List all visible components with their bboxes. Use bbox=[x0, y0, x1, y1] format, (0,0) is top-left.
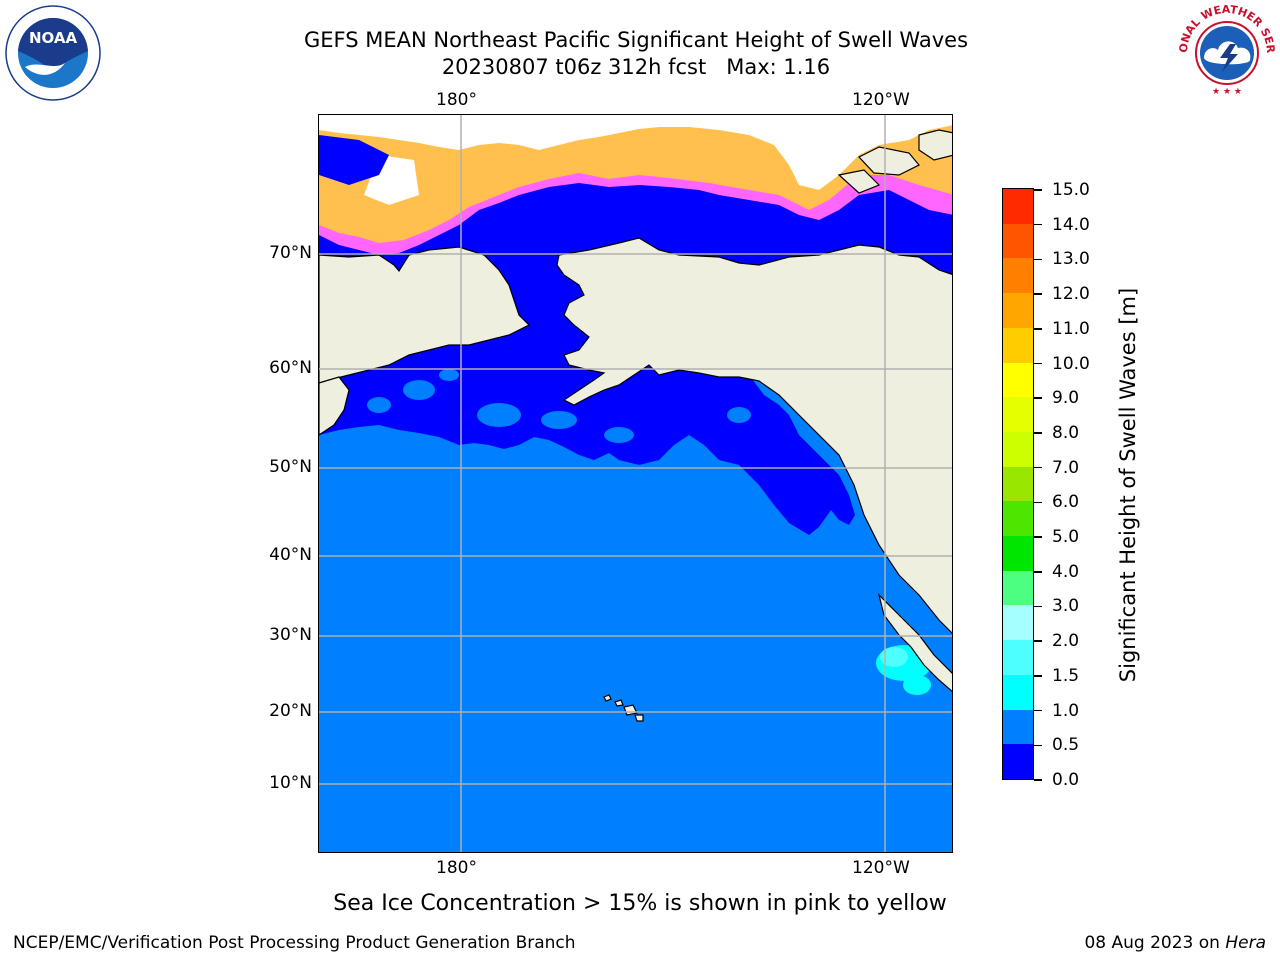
colorbar-tick-label: 9.0 bbox=[1052, 388, 1080, 409]
land bbox=[319, 129, 952, 722]
lon-label-top-180: 180° bbox=[436, 90, 477, 110]
colorbar-tick-label: 3.0 bbox=[1052, 596, 1080, 617]
colorbar-tick-label: 14.0 bbox=[1052, 214, 1090, 235]
lat-label-50n: 50°N bbox=[269, 457, 312, 477]
colorbar-tick bbox=[1034, 675, 1042, 677]
chart-subtitle: 20230807 t06z 312h fcst Max: 1.16 bbox=[441, 55, 831, 79]
colorbar-tick-label: 7.0 bbox=[1052, 457, 1080, 478]
footer-host: Hera bbox=[1225, 933, 1266, 953]
svg-text:★ ★ ★: ★ ★ ★ bbox=[1212, 87, 1242, 97]
colorbar-tick bbox=[1034, 640, 1042, 642]
colorbar-tick bbox=[1034, 466, 1042, 469]
colorbar-tick-label: 1.0 bbox=[1052, 700, 1080, 721]
sea-ice-white bbox=[319, 115, 952, 190]
noaa-logo-icon: NOAA bbox=[5, 5, 101, 101]
colorbar-tick bbox=[1034, 293, 1042, 295]
colorbar-tick bbox=[1034, 571, 1042, 573]
colorbar-tick bbox=[1034, 536, 1042, 538]
colorbar-tick bbox=[1034, 328, 1042, 330]
ocean-speckles bbox=[367, 369, 751, 443]
colorbar-segment bbox=[1003, 431, 1033, 467]
colorbar-segment bbox=[1003, 466, 1033, 502]
footer-date: 08 Aug 2023 on Hera bbox=[1084, 932, 1266, 954]
lat-label-20n: 20°N bbox=[269, 701, 312, 721]
noaa-logo-text: NOAA bbox=[29, 29, 78, 47]
colorbar-tick-label: 8.0 bbox=[1052, 422, 1080, 443]
lat-label-30n: 30°N bbox=[269, 625, 312, 645]
colorbar-segment bbox=[1003, 744, 1033, 779]
colorbar-tick-label: 4.0 bbox=[1052, 561, 1080, 582]
colorbar-tick bbox=[1034, 779, 1042, 781]
colorbar-segment bbox=[1003, 397, 1033, 432]
graticule bbox=[319, 115, 952, 852]
colorbar-segment bbox=[1003, 674, 1033, 710]
colorbar-tick bbox=[1034, 189, 1042, 191]
colorbar-tick-label: 2.0 bbox=[1052, 631, 1080, 652]
lon-label-top-120w: 120°W bbox=[852, 90, 910, 110]
colorbar-tick-label: 10.0 bbox=[1052, 353, 1090, 374]
colorbar-tick bbox=[1034, 605, 1042, 608]
lat-label-70n: 70°N bbox=[269, 243, 312, 263]
chart-title: GEFS MEAN Northeast Pacific Significant … bbox=[303, 28, 969, 52]
lon-label-bottom-180: 180° bbox=[436, 858, 477, 878]
lat-label-10n: 10°N bbox=[269, 773, 312, 793]
lat-label-40n: 40°N bbox=[269, 545, 312, 565]
colorbar-tick bbox=[1034, 223, 1042, 226]
colorbar bbox=[1002, 188, 1034, 780]
colorbar-segment bbox=[1003, 223, 1033, 259]
colorbar-segment bbox=[1003, 327, 1033, 363]
colorbar-segment bbox=[1003, 570, 1033, 606]
colorbar-tick-label: 13.0 bbox=[1052, 249, 1090, 270]
map-panel bbox=[318, 114, 953, 853]
colorbar-tick bbox=[1034, 397, 1042, 399]
colorbar-segment bbox=[1003, 640, 1033, 675]
map-canvas bbox=[319, 115, 952, 852]
footer-credit: NCEP/EMC/Verification Post Processing Pr… bbox=[13, 933, 576, 953]
colorbar-segment bbox=[1003, 536, 1033, 571]
lon-label-bottom-120w: 120°W bbox=[852, 858, 910, 878]
colorbar-tick-label: 12.0 bbox=[1052, 284, 1090, 305]
colorbar-tick-label: 6.0 bbox=[1052, 492, 1080, 513]
colorbar-tick-label: 15.0 bbox=[1052, 180, 1090, 200]
colorbar-tick bbox=[1034, 362, 1042, 365]
colorbar-tick bbox=[1034, 501, 1042, 504]
colorbar-segment bbox=[1003, 709, 1033, 745]
colorbar-tick-label: 0.5 bbox=[1052, 735, 1080, 756]
footer-date-text: 08 Aug 2023 on bbox=[1084, 933, 1220, 953]
colorbar-segment bbox=[1003, 293, 1033, 328]
open-water-west bbox=[319, 135, 389, 185]
nws-logo-icon: NATIONAL WEATHER SERVICE ★ ★ ★ bbox=[1176, 2, 1277, 102]
colorbar-tick bbox=[1034, 258, 1042, 261]
colorbar-tick bbox=[1034, 744, 1042, 747]
sea-ice-footnote: Sea Ice Concentration > 15% is shown in … bbox=[333, 891, 947, 916]
colorbar-segment bbox=[1003, 189, 1033, 224]
colorbar-tick-label: 5.0 bbox=[1052, 527, 1080, 548]
colorbar-segment bbox=[1003, 501, 1033, 537]
colorbar-tick bbox=[1034, 432, 1042, 434]
colorbar-tick bbox=[1034, 709, 1042, 712]
colorbar-segment bbox=[1003, 258, 1033, 294]
colorbar-tick-label: 11.0 bbox=[1052, 318, 1090, 339]
colorbar-tick-label: 0.0 bbox=[1052, 770, 1080, 790]
lat-label-60n: 60°N bbox=[269, 358, 312, 378]
colorbar-title: Significant Height of Swell Waves [m] bbox=[1116, 287, 1140, 683]
colorbar-segment bbox=[1003, 362, 1033, 398]
colorbar-tick-label: 1.5 bbox=[1052, 665, 1080, 686]
colorbar-segment bbox=[1003, 605, 1033, 641]
